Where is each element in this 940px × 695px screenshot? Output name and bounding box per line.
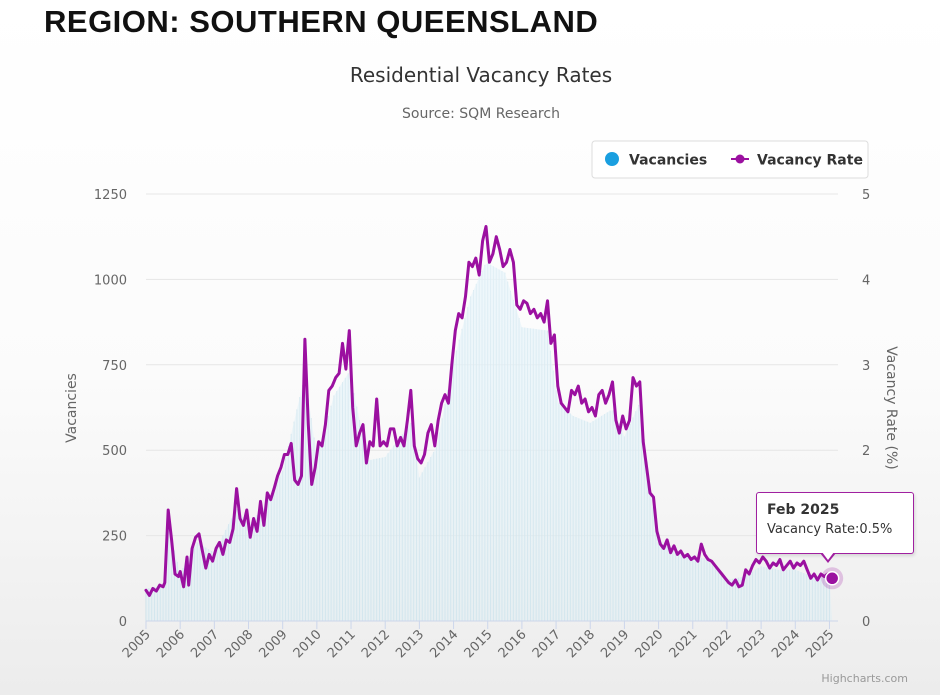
x-axis-tick-label: 2021 (667, 627, 701, 661)
legend: Vacancies Vacancy Rate (591, 140, 869, 179)
legend-item-vacancy-rate[interactable]: Vacancy Rate (731, 153, 863, 169)
right-axis-tick-label: 3 (862, 359, 870, 374)
data-tooltip: Feb 2025 Vacancy Rate:0.5% (756, 492, 914, 554)
highcharts-credit[interactable]: Highcharts.com (821, 672, 908, 685)
right-axis-tick-label: 5 (862, 188, 870, 203)
vacancies-legend-marker (605, 152, 619, 166)
x-axis-tick-label: 2017 (530, 627, 564, 661)
x-axis-tick-label: 2019 (598, 627, 632, 661)
x-axis-tick-label: 2008 (222, 627, 256, 661)
left-axis-tick-label: 750 (102, 359, 127, 374)
chart-subtitle: Source: SQM Research (402, 106, 560, 122)
x-axis-tick-label: 2024 (769, 627, 803, 661)
vacancy-rate-legend-marker (735, 154, 745, 164)
x-axis-tick-label: 2012 (359, 627, 393, 661)
legend-label-vacancy-rate: Vacancy Rate (757, 153, 863, 169)
x-axis-tick-label: 2016 (496, 627, 530, 661)
vacancies-series (145, 263, 833, 621)
x-axis-tick-label: 2014 (427, 627, 461, 661)
x-axis-tick-label: 2007 (188, 627, 222, 661)
tooltip-value: 0.5% (859, 522, 893, 537)
x-axis-tick-label: 2006 (154, 627, 188, 661)
right-axis-title: Vacancy Rate (%) (883, 346, 899, 469)
right-y-axis: 012345 (862, 188, 870, 630)
tooltip-date: Feb 2025 (767, 502, 840, 518)
x-axis-tick-label: 2023 (735, 627, 769, 661)
right-axis-tick-label: 4 (862, 273, 870, 288)
left-axis-tick-label: 1250 (94, 188, 127, 203)
x-axis-tick-label: 2020 (632, 627, 666, 661)
x-axis-tick-label: 2013 (393, 627, 427, 661)
x-axis-tick-label: 2009 (257, 627, 291, 661)
vacancy-rate-line (144, 225, 834, 597)
vacancies-area (146, 263, 833, 621)
tooltip-label: Vacancy Rate: (767, 522, 860, 537)
tooltip-pointer-fill (822, 552, 834, 560)
highlight-point[interactable] (824, 571, 840, 586)
left-axis-tick-label: 1000 (94, 273, 127, 288)
left-y-axis: 0 250 500 750 1000 1250 (94, 188, 127, 630)
right-axis-tick-label: 2 (862, 444, 870, 459)
x-axis-tick-label: 2010 (291, 627, 325, 661)
left-axis-title: Vacancies (64, 373, 80, 443)
left-axis-tick-label: 0 (119, 615, 127, 630)
right-axis-tick-label: 0 (862, 615, 870, 630)
x-axis-tick-label: 2018 (564, 627, 598, 661)
legend-label-vacancies: Vacancies (629, 153, 707, 169)
x-axis-tick-label: 2011 (325, 627, 359, 661)
x-axis-tick-label: 2022 (701, 627, 735, 661)
left-axis-tick-label: 500 (102, 444, 127, 459)
x-axis-tick-label: 2015 (462, 627, 496, 661)
tooltip-row: Vacancy Rate:0.5% (767, 522, 903, 537)
legend-box (591, 140, 869, 179)
chart-title: Residential Vacancy Rates (350, 63, 612, 87)
page-heading: REGION: SOUTHERN QUEENSLAND (44, 4, 599, 39)
vacancy-rate-series (144, 225, 844, 597)
x-axis-tick-label: 2005 (120, 627, 154, 661)
x-axis-tick-label: 2025 (803, 627, 837, 661)
x-axis: 2005 2006 2007 2008 2009 2010 2011 2012 2013 2014… (120, 620, 838, 661)
legend-item-vacancies[interactable]: Vacancies (605, 152, 707, 169)
left-axis-tick-label: 250 (102, 530, 127, 545)
